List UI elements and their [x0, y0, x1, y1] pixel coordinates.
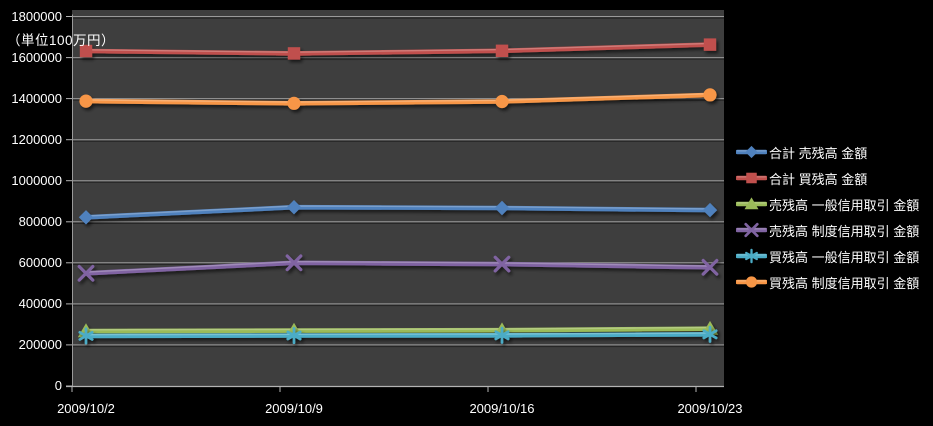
- y-axis-tick-label: 400000: [18, 296, 62, 311]
- x-axis-tick-label: 2009/10/2: [57, 401, 115, 416]
- x-axis-tick-label: 2009/10/16: [469, 401, 535, 416]
- series-line-highlight: [85, 92, 711, 103]
- asterisk-marker: [494, 326, 510, 344]
- series-5: [79, 88, 717, 110]
- asterisk-marker: [702, 325, 718, 343]
- y-axis-tick-label: 200000: [18, 337, 62, 352]
- series-line: [83, 326, 713, 334]
- y-axis-tick-label: 600000: [18, 255, 62, 270]
- series-line: [83, 92, 713, 106]
- square-marker: [495, 44, 509, 57]
- x-marker: [701, 258, 719, 276]
- circle-marker: [287, 96, 301, 110]
- plot-background: [72, 10, 724, 386]
- y-axis-unit-label: （単位100万円）: [7, 33, 116, 48]
- series-4: [78, 325, 718, 345]
- asterisk-marker: [286, 326, 302, 345]
- series-0: [78, 200, 718, 225]
- y-axis-tick-label: 800000: [18, 214, 62, 229]
- square-marker: [79, 44, 93, 58]
- circle-marker: [495, 94, 509, 109]
- asterisk-marker: [78, 327, 94, 345]
- diamond-marker: [286, 200, 302, 215]
- series-line-highlight: [85, 42, 711, 53]
- series-line-highlight: [85, 205, 711, 217]
- series-line: [83, 260, 713, 276]
- series-line-highlight: [85, 326, 711, 331]
- y-axis-tick-label: 1600000: [11, 50, 62, 65]
- diamond-marker: [494, 200, 510, 216]
- y-axis-tick-label: 1400000: [11, 91, 62, 106]
- diamond-marker: [78, 210, 94, 225]
- square-marker: [287, 47, 301, 60]
- y-axis-tick-label: 0: [54, 378, 62, 393]
- circle-marker: [79, 94, 93, 108]
- series-line-highlight: [85, 260, 711, 273]
- series-3: [77, 254, 719, 282]
- x-marker: [77, 264, 95, 282]
- y-axis-tick-label: 1800000: [11, 9, 62, 24]
- series-line: [83, 42, 713, 56]
- x-axis-tick-label: 2009/10/9: [265, 401, 323, 416]
- series-line-highlight: [85, 332, 711, 336]
- series-1: [79, 38, 717, 60]
- y-axis-tick-label: 1200000: [11, 132, 62, 147]
- series-line: [83, 204, 713, 220]
- square-marker: [703, 38, 717, 51]
- x-axis-tick-label: 2009/10/23: [677, 401, 743, 416]
- series-line: [83, 331, 713, 339]
- x-marker: [285, 254, 303, 272]
- circle-marker: [703, 88, 717, 102]
- x-marker: [493, 255, 511, 273]
- y-axis-tick-label: 1000000: [11, 173, 62, 188]
- diamond-marker: [702, 202, 718, 218]
